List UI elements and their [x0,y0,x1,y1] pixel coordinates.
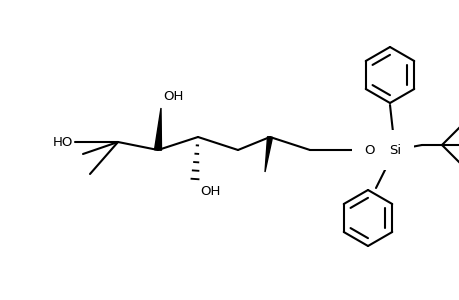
Text: Si: Si [388,143,400,157]
Text: OH: OH [200,185,220,198]
Text: OH: OH [162,90,183,103]
Text: HO: HO [52,136,73,148]
Polygon shape [154,108,161,150]
Polygon shape [264,136,272,172]
Text: O: O [364,143,375,157]
